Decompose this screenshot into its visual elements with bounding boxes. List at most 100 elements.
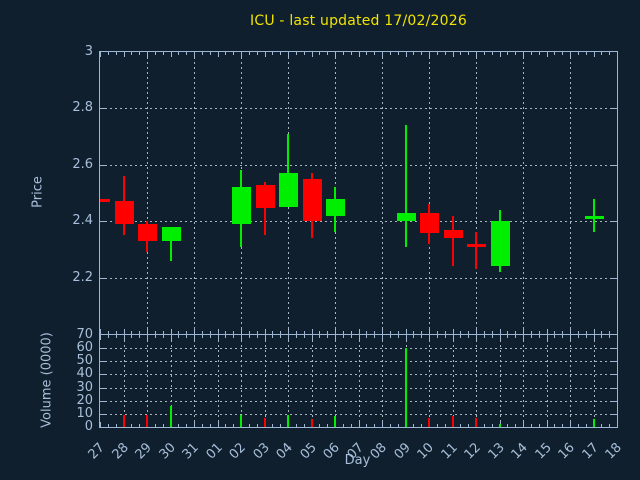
candle-body-04	[279, 173, 298, 207]
x-minor-tick	[578, 331, 579, 334]
x-major-tick	[147, 329, 148, 334]
volume-gridline-v	[500, 335, 501, 427]
x-major-tick	[312, 335, 313, 340]
volume-gridline-v	[453, 335, 454, 427]
x-minor-tick	[390, 331, 391, 334]
x-major-tick	[523, 335, 524, 340]
price-plot	[99, 51, 618, 335]
volume-gridline-v	[124, 335, 125, 427]
x-minor-tick	[178, 424, 179, 427]
volume-gridline-v	[523, 335, 524, 427]
x-minor-tick	[601, 331, 602, 334]
x-major-tick	[476, 335, 477, 340]
x-minor-tick	[257, 424, 258, 427]
x-minor-tick	[398, 424, 399, 427]
x-minor-tick	[116, 52, 117, 55]
x-major-tick	[265, 335, 266, 340]
x-minor-tick	[390, 424, 391, 427]
x-minor-tick	[601, 335, 602, 338]
x-minor-tick	[319, 424, 320, 427]
x-minor-tick	[515, 331, 516, 334]
x-major-tick	[359, 329, 360, 334]
x-major-tick	[547, 422, 548, 427]
candle-body-27	[100, 199, 110, 202]
x-minor-tick	[492, 52, 493, 55]
x-minor-tick	[421, 424, 422, 427]
x-minor-tick	[437, 331, 438, 334]
x-minor-tick	[366, 331, 367, 334]
volume-ytick-label-70: 70	[76, 327, 93, 342]
x-minor-tick	[327, 424, 328, 427]
candle-body-09	[397, 213, 416, 221]
volume-gridline-v	[570, 335, 571, 427]
x-minor-tick	[210, 331, 211, 334]
x-major-tick	[124, 335, 125, 340]
volume-ytick-label-60: 60	[76, 340, 93, 355]
x-minor-tick	[249, 52, 250, 55]
x-minor-tick	[578, 52, 579, 55]
y-major-tick	[100, 348, 105, 349]
x-minor-tick	[460, 424, 461, 427]
volume-plot	[99, 334, 618, 428]
price-ytick-label-2.6: 2.6	[72, 157, 93, 172]
x-major-tick	[147, 52, 148, 57]
x-minor-tick	[131, 335, 132, 338]
x-major-tick	[523, 52, 524, 57]
x-major-tick	[570, 422, 571, 427]
x-minor-tick	[327, 335, 328, 338]
x-minor-tick	[296, 331, 297, 334]
x-major-tick	[500, 329, 501, 334]
x-minor-tick	[233, 424, 234, 427]
price-gridline-v	[147, 52, 148, 334]
x-minor-tick	[186, 331, 187, 334]
x-major-tick	[523, 422, 524, 427]
price-ytick-label-2.4: 2.4	[72, 213, 93, 228]
volume-ytick-label-20: 20	[76, 393, 93, 408]
volume-gridline-v	[476, 335, 477, 427]
x-major-tick	[406, 335, 407, 340]
x-minor-tick	[108, 424, 109, 427]
volume-bar-28	[123, 415, 125, 427]
x-minor-tick	[609, 331, 610, 334]
y-major-tick	[100, 401, 105, 402]
x-major-tick	[312, 329, 313, 334]
volume-gridline-h	[100, 388, 617, 389]
x-minor-tick	[437, 335, 438, 338]
x-minor-tick	[351, 335, 352, 338]
y-major-tick	[612, 401, 617, 402]
y-major-tick	[100, 165, 105, 166]
x-minor-tick	[155, 52, 156, 55]
x-major-tick	[288, 335, 289, 340]
price-gridline-v	[523, 52, 524, 334]
x-minor-tick	[468, 52, 469, 55]
candle-wick-11	[452, 216, 454, 266]
x-minor-tick	[609, 335, 610, 338]
x-minor-tick	[531, 335, 532, 338]
x-major-tick	[476, 329, 477, 334]
volume-bar-11	[452, 416, 454, 427]
x-minor-tick	[304, 331, 305, 334]
x-minor-tick	[492, 335, 493, 338]
x-minor-tick	[562, 335, 563, 338]
x-minor-tick	[327, 331, 328, 334]
x-major-tick	[265, 52, 266, 57]
x-minor-tick	[374, 335, 375, 338]
x-minor-tick	[515, 335, 516, 338]
volume-gridline-v	[335, 335, 336, 427]
x-minor-tick	[586, 424, 587, 427]
x-major-tick	[547, 329, 548, 334]
x-major-tick	[406, 52, 407, 57]
x-minor-tick	[562, 331, 563, 334]
x-minor-tick	[460, 335, 461, 338]
x-major-tick	[241, 329, 242, 334]
x-major-tick	[406, 329, 407, 334]
x-major-tick	[218, 329, 219, 334]
x-minor-tick	[280, 331, 281, 334]
x-major-tick	[453, 52, 454, 57]
x-minor-tick	[225, 331, 226, 334]
x-major-tick	[617, 52, 618, 57]
volume-gridline-v	[265, 335, 266, 427]
candle-wick-30	[170, 227, 172, 261]
x-minor-tick	[531, 424, 532, 427]
x-major-tick	[500, 335, 501, 340]
